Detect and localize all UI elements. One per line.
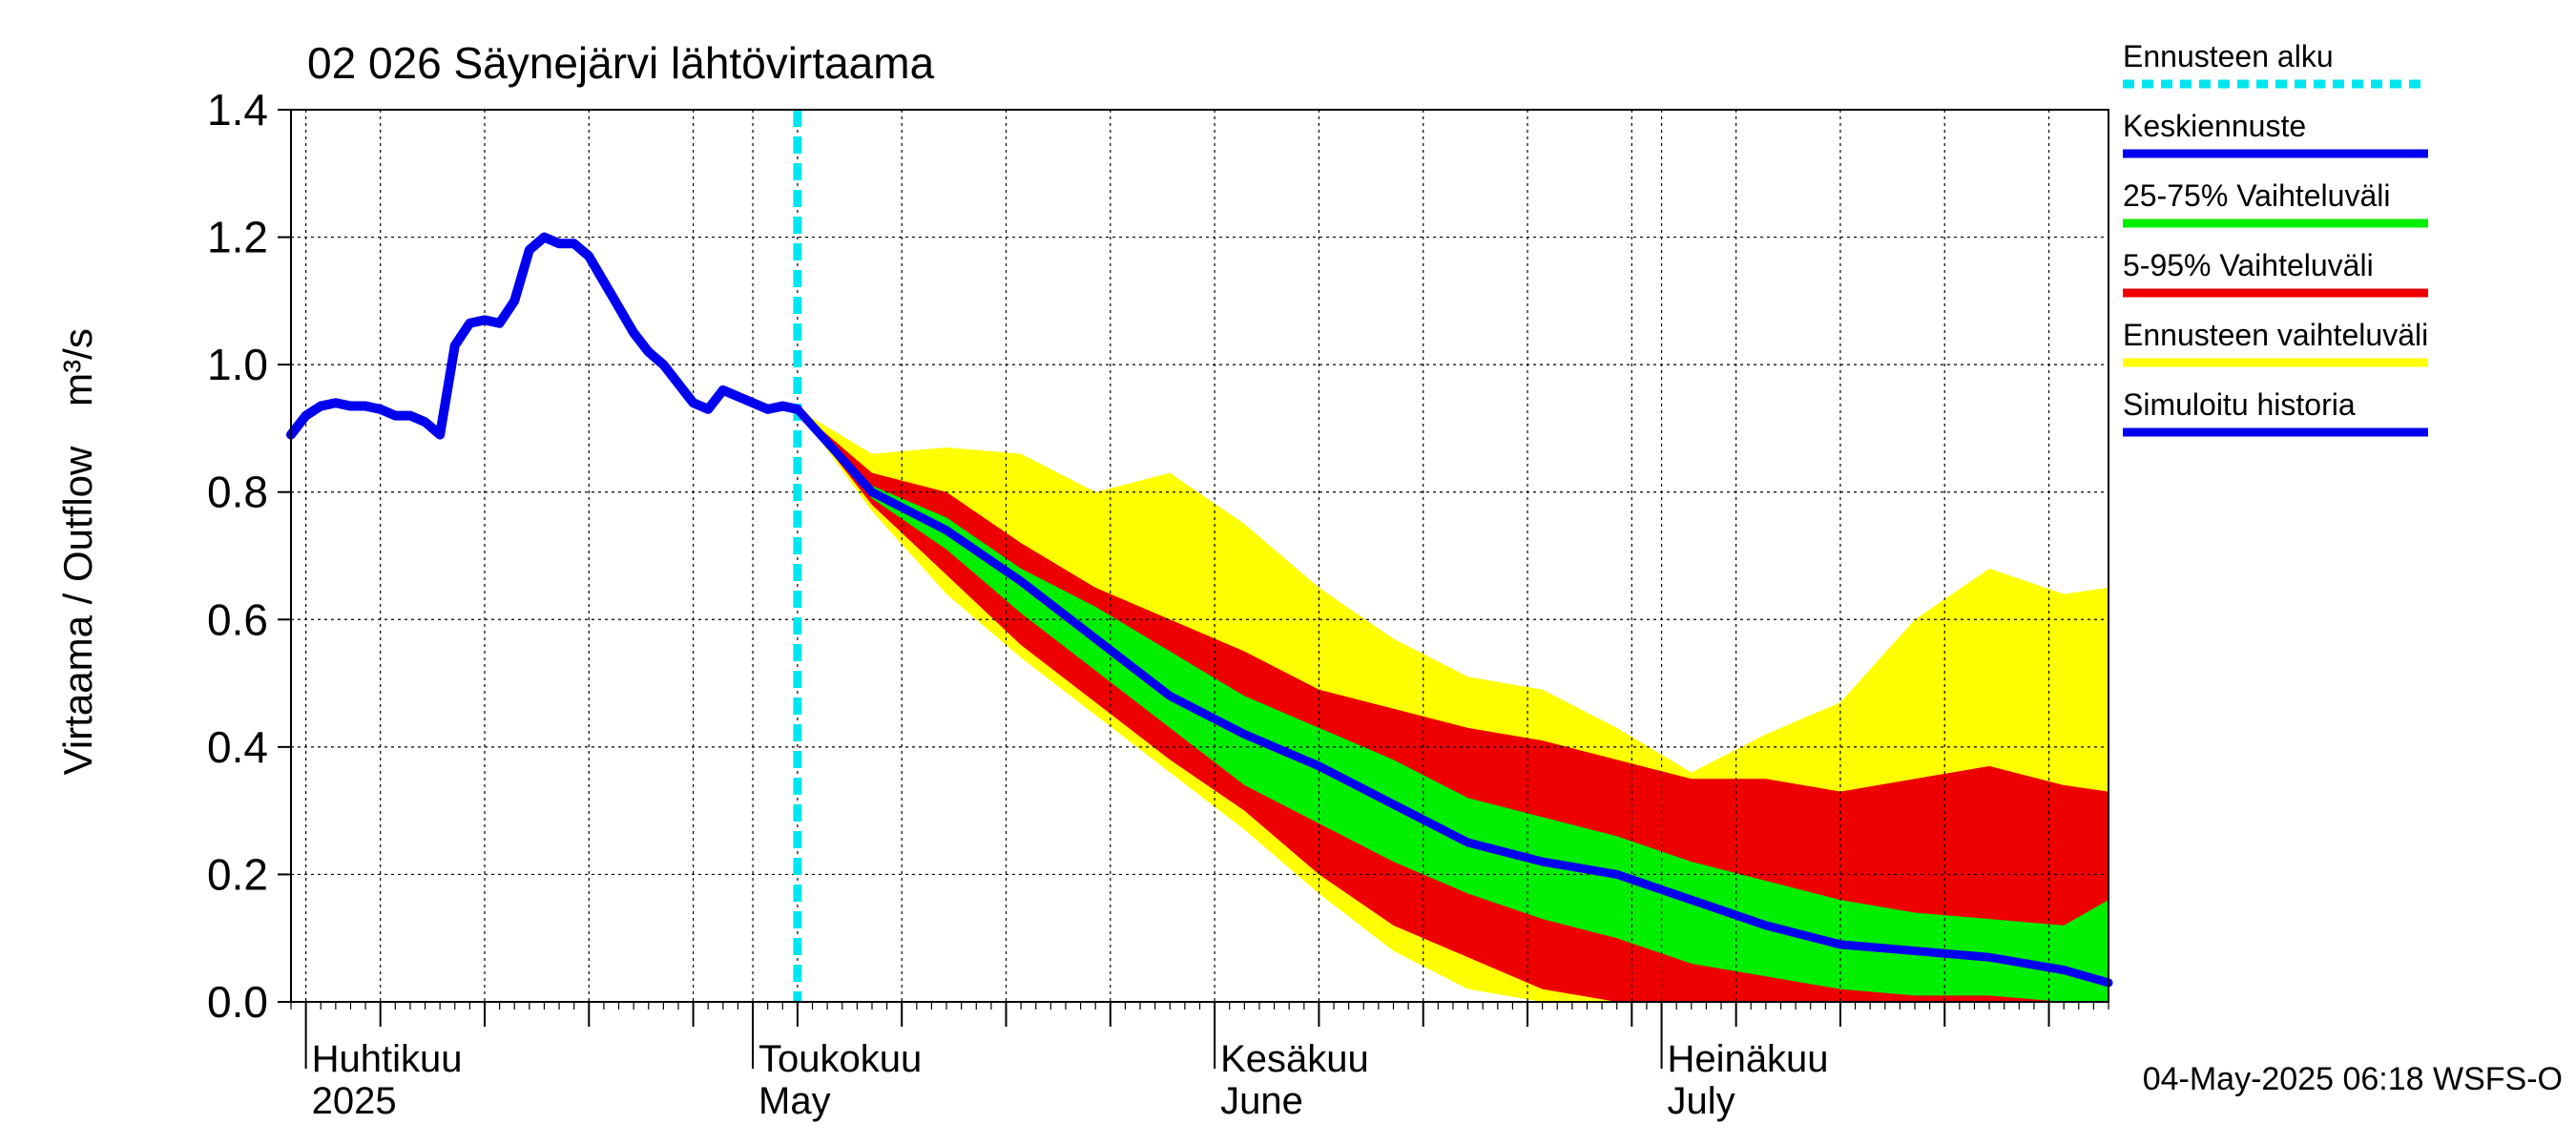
y-tick-label: 1.4 <box>207 85 268 135</box>
band-25-75 <box>797 408 2109 1003</box>
series-simulated-history <box>286 232 802 440</box>
footer-timestamp: 04-May-2025 06:18 WSFS-O <box>2143 1061 2563 1097</box>
month-label-en: July <box>1668 1080 1735 1122</box>
legend-label: Ennusteen alku <box>2123 39 2334 73</box>
y-axis-label: Virtaama / Outflow <box>55 446 100 775</box>
series-median-forecast <box>793 405 2113 988</box>
month-label-fi: Toukokuu <box>758 1038 922 1080</box>
legend-layer: Ennusteen alku Keskiennuste 25-75% Vaihtel… <box>2123 39 2428 437</box>
month-label-en: May <box>758 1080 831 1122</box>
legend-label: 5-95% Vaihteluväli <box>2123 248 2374 282</box>
month-label-en: June <box>1220 1080 1303 1122</box>
month-label-en: 2025 <box>312 1080 397 1122</box>
y-tick-label: 1.0 <box>207 340 268 389</box>
chart-title: 02 026 Säynejärvi lähtövirtaama <box>307 38 935 88</box>
month-label-fi: Kesäkuu <box>1220 1038 1369 1080</box>
legend-label: Ennusteen vaihteluväli <box>2123 318 2428 352</box>
month-label-fi: Huhtikuu <box>312 1038 463 1080</box>
legend-label: 25-75% Vaihteluväli <box>2123 178 2390 213</box>
y-tick-label: 0.6 <box>207 594 268 644</box>
legend-label: Simuloitu historia <box>2123 387 2356 422</box>
y-tick-label: 0.8 <box>207 468 268 517</box>
y-tick-label: 1.2 <box>207 213 268 262</box>
legend-label: Keskiennuste <box>2123 109 2306 143</box>
y-axis-unit: m³/s <box>55 328 100 406</box>
grid-layer <box>291 109 2109 1002</box>
month-label-fi: Heinäkuu <box>1668 1038 1829 1080</box>
line-layer <box>286 110 2113 1002</box>
band-5-95 <box>797 408 2109 1003</box>
y-tick-label: 0.0 <box>207 977 268 1027</box>
band-layer <box>797 408 2109 1003</box>
plot-frame <box>290 109 2109 1003</box>
y-tick-label: 0.4 <box>207 722 268 772</box>
y-tick-label: 0.2 <box>207 849 268 899</box>
